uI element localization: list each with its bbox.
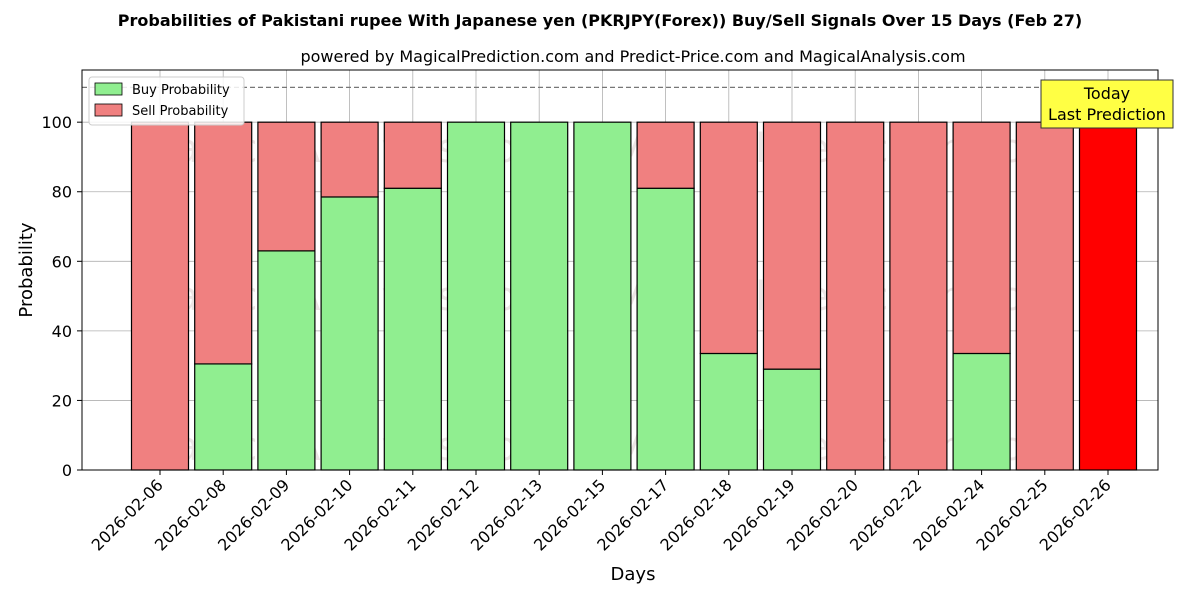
chart-title: Probabilities of Pakistani rupee With Ja… [118,11,1082,30]
y-tick-label: 40 [52,322,72,341]
y-tick-label: 80 [52,183,72,202]
bar-sell [194,121,253,365]
chart-subtitle: powered by MagicalPrediction.com and Pre… [300,47,965,66]
legend: Buy Probability Sell Probability [88,76,245,126]
bar-buy [257,250,316,471]
bar-sell [1078,121,1138,471]
bar-sell [383,121,442,189]
legend-label-sell: Sell Probability [132,104,229,119]
today-annotation: Today Last Prediction [1040,79,1174,129]
plot-frame [81,69,1159,471]
bar-buy [383,187,442,471]
bar-buy [194,363,253,471]
bar-buy [446,121,506,471]
x-axis-label: Days [611,564,656,585]
y-axis: 0 20 40 60 80 100 [41,113,82,480]
y-tick-label: 100 [41,113,72,132]
bar-sell [699,121,758,355]
bar-sell [762,121,822,370]
bar-sell [1015,121,1074,471]
bar-buy [762,368,822,471]
annotation-line-1: Today [1083,84,1130,103]
bar-sell [952,121,1011,355]
bar-sell [130,121,190,471]
y-tick-label: 0 [62,461,72,480]
legend-box [88,76,245,126]
bar-sell [636,121,695,189]
bar-sell [257,121,316,252]
legend-swatch-sell [94,103,123,117]
y-axis-label: Probability [16,222,37,317]
bar-sell [889,121,948,471]
annotation-line-2: Last Prediction [1048,105,1166,124]
bars [130,121,1138,471]
bar-sell [320,121,379,198]
bar-sell [826,121,885,471]
bar-buy [510,121,569,471]
annotation-box [1040,79,1174,129]
y-tick-label: 60 [52,252,72,271]
bar-buy [699,352,758,471]
bar-buy [636,187,695,471]
legend-label-buy: Buy Probability [132,83,230,98]
bar-buy [573,121,632,471]
bar-buy [320,196,379,471]
legend-swatch-buy [94,82,123,96]
y-tick-label: 20 [52,391,72,410]
bar-buy [952,352,1011,471]
